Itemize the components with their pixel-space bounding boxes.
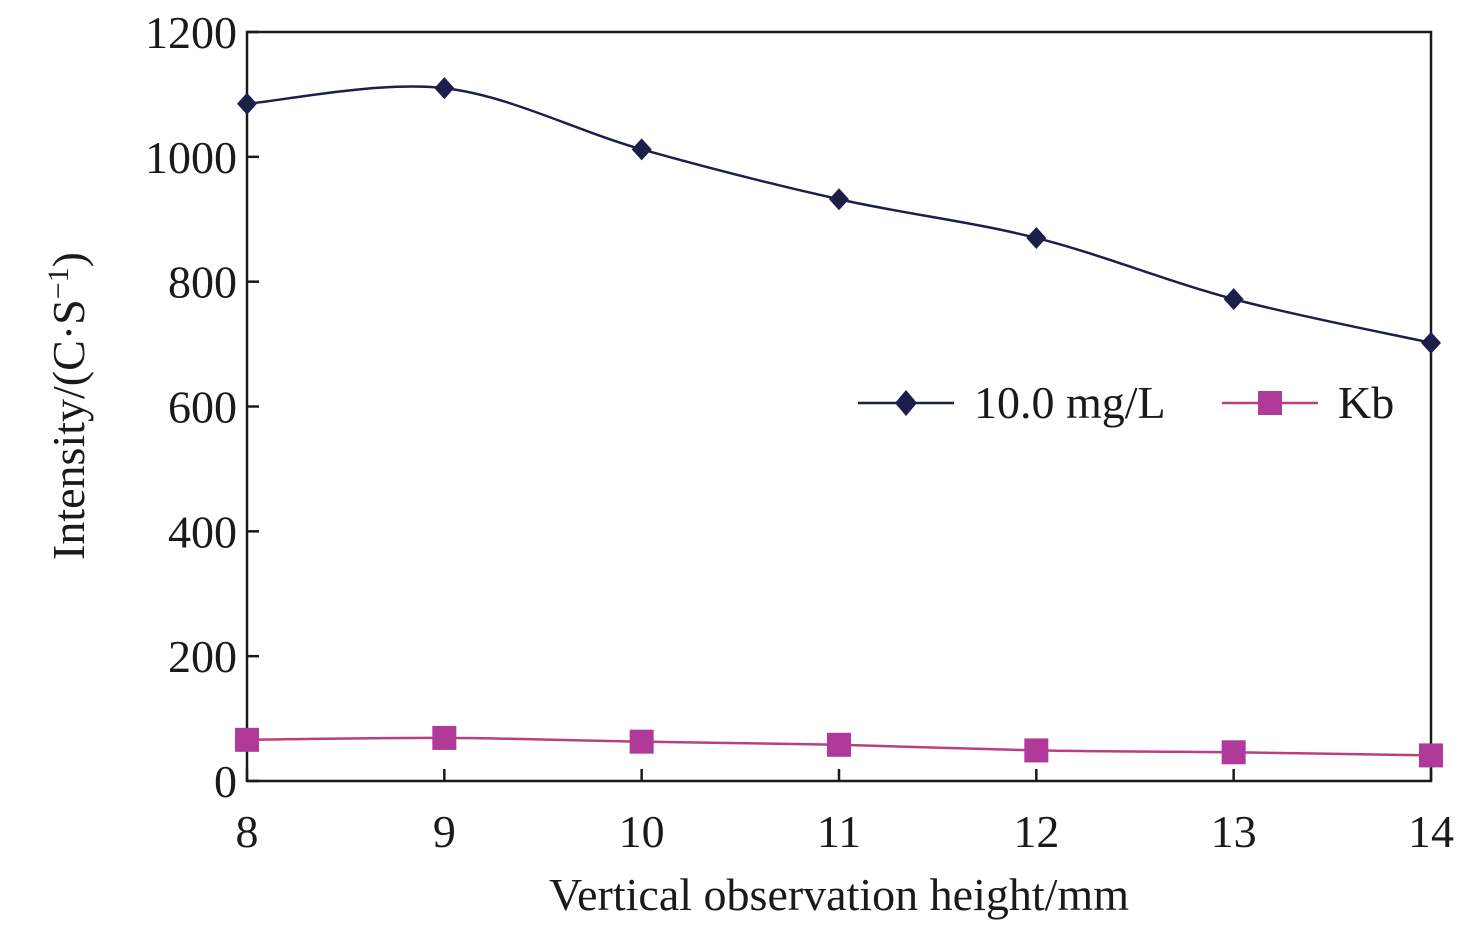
series-point-1	[827, 732, 851, 757]
series-point-1	[629, 729, 654, 754]
series-point-0	[829, 188, 849, 211]
series-point-0	[631, 138, 652, 161]
y-tick-label: 1000	[145, 132, 237, 183]
x-tick-label: 11	[817, 806, 861, 857]
series-point-0	[1421, 331, 1441, 354]
series-line-0	[246, 85, 1432, 345]
y-tick-label: 0	[214, 756, 237, 807]
series-point-1	[432, 725, 457, 750]
y-axis-title: Intensity/(C·S−1)	[42, 252, 94, 560]
series-point-0	[1026, 226, 1047, 249]
series-point-0	[1223, 288, 1244, 311]
series-point-1	[235, 727, 259, 752]
series-point-1	[1221, 740, 1246, 765]
series-point-0	[434, 77, 455, 100]
plot-frame	[245, 30, 1433, 783]
y-tick-label: 800	[168, 257, 237, 308]
legend-label-0: 10.0 mg/L	[974, 377, 1166, 428]
y-axis-title-close: )	[43, 252, 94, 267]
y-axis-ticks: 0 200 400 600 800 1000 1200	[145, 7, 259, 807]
legend: 10.0 mg/L Kb	[858, 377, 1394, 428]
x-axis-title: Vertical observation height/mm	[549, 869, 1129, 920]
legend-marker-0	[895, 390, 917, 416]
series-point-1	[1419, 743, 1443, 768]
y-tick-label: 600	[168, 382, 237, 433]
y-tick-label: 1200	[145, 7, 237, 58]
series-point-1	[1024, 738, 1049, 763]
y-axis-title-sup: −1	[42, 267, 75, 299]
legend-label-1: Kb	[1338, 377, 1394, 428]
x-tick-label: 10	[619, 806, 665, 857]
legend-marker-1	[1258, 391, 1282, 415]
x-axis-ticks: 8 9 10 11 12 13 14	[236, 769, 1454, 857]
series-layer	[235, 77, 1443, 768]
x-tick-label: 12	[1013, 806, 1059, 857]
x-tick-label: 14	[1408, 806, 1454, 857]
x-tick-label: 8	[236, 806, 259, 857]
series-point-0	[237, 92, 257, 115]
y-axis-title-main: Intensity/(C·S	[43, 299, 94, 560]
x-tick-label: 13	[1211, 806, 1257, 857]
y-tick-label: 400	[168, 506, 237, 557]
y-tick-label: 200	[168, 631, 237, 682]
x-tick-label: 9	[433, 806, 456, 857]
